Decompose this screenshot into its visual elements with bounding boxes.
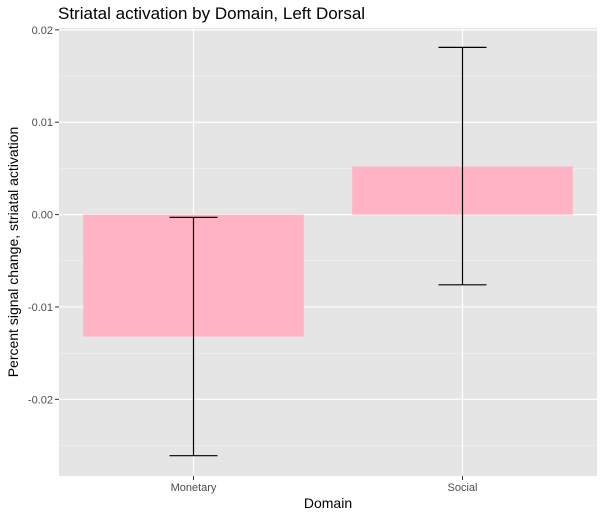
y-tick-label: 0.00 [32,210,53,222]
error-bars [169,46,487,457]
y-axis-title: Percent signal change, striatal activati… [5,127,21,378]
y-axis: -0.02 -0.01 0.00 0.01 0.02 [28,25,59,406]
x-tick-label-monetary: Monetary [171,482,217,494]
x-axis: Monetary Social [171,476,478,494]
y-tick-label: 0.02 [32,25,53,37]
y-tick-label: -0.02 [28,394,53,406]
y-tick-label: 0.01 [32,117,53,129]
y-tick-label: -0.01 [28,302,53,314]
chart-title: Striatal activation by Domain, Left Dors… [58,4,366,23]
x-tick-label-social: Social [448,482,478,494]
x-axis-title: Domain [304,495,352,511]
